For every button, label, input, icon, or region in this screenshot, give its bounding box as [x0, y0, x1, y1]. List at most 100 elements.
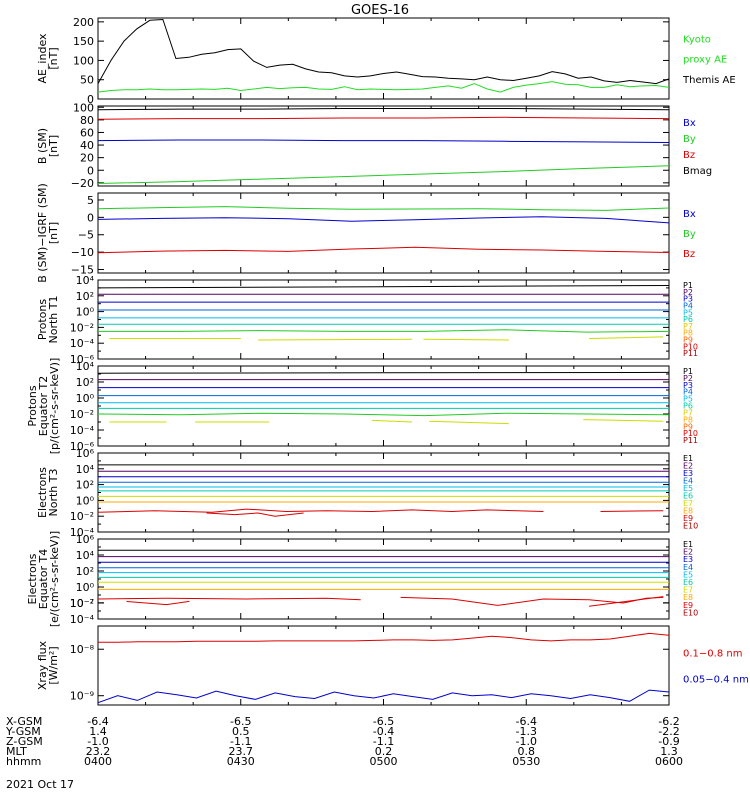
y-axis-label: Xray flux	[36, 640, 49, 690]
legend-item: 0.1−0.8 nm	[683, 648, 742, 659]
series-p8-segment	[423, 338, 510, 341]
y-tick-label: −20	[71, 177, 94, 190]
y-tick-label: 5	[87, 194, 94, 207]
y-tick-label: 50	[80, 74, 94, 87]
y-tick-label: −5	[78, 229, 94, 242]
y-tick-label: 10⁻⁶	[70, 440, 95, 453]
series-bmag-line	[97, 108, 670, 111]
y-tick-label: 150	[73, 35, 94, 48]
legend-item: E1	[683, 540, 693, 549]
chart-title: GOES-16	[351, 3, 409, 18]
legend-item: E6	[683, 578, 693, 587]
legend-item: proxy AE	[683, 55, 727, 66]
legend-item: E8	[683, 593, 693, 602]
legend-item: P7	[683, 322, 693, 331]
y-axis-label: [e/(cm²-s-sr-keV)]	[48, 531, 61, 627]
y-axis-label: Electrons	[26, 553, 39, 604]
y-tick-label: 10⁻⁶	[70, 353, 95, 366]
series-0-1-0-8-nm-line	[98, 632, 670, 643]
y-tick-label: 10⁻⁴	[70, 424, 95, 437]
series-e9-segment	[600, 510, 664, 512]
x-row-label: X-GSM	[6, 715, 42, 728]
series-e9-segment	[589, 596, 664, 607]
legend-item: P2	[683, 374, 693, 383]
y-tick-label: 10⁻²	[70, 597, 94, 610]
legend-item: E3	[683, 469, 693, 478]
series-bz-line	[97, 116, 670, 120]
y-tick-label: 10⁴	[76, 463, 95, 476]
y-tick-label: 60	[80, 126, 94, 139]
y-axis-label: B (SM)	[36, 128, 49, 164]
x-row-value: -1.0	[87, 735, 108, 748]
legend-item: P6	[683, 315, 693, 324]
legend-item: P3	[683, 381, 693, 390]
legend-item: E2	[683, 462, 693, 471]
legend-item: E9	[683, 601, 693, 610]
y-tick-label: 100	[73, 54, 94, 67]
legend-item: P3	[683, 295, 693, 304]
legend-item: E1	[683, 454, 693, 463]
legend-item: Bx	[683, 209, 696, 220]
legend-item: P2	[683, 288, 693, 297]
x-row-value: 1.3	[660, 745, 678, 758]
series-e9-segment	[126, 600, 190, 606]
panel-8: 10⁻⁹ 10⁻⁸ 10⁻⁷ Xray flux[W/m²] 0.1−0.8 nm 0.0…	[36, 597, 749, 706]
series-e9-segment	[97, 597, 361, 601]
panel-3: −15 −10 −5 0 5 B (SM)−IGRF (SM)[nT] Bx By Bz	[36, 183, 696, 283]
y-tick-label: 10²	[76, 565, 94, 578]
x-row-value: 0.8	[518, 745, 536, 758]
legend-item: E5	[683, 570, 693, 579]
x-row-value: 0430	[227, 755, 255, 768]
series-kyoto-proxy-ae-line	[97, 81, 670, 93]
x-row-value: -1.3	[516, 725, 537, 738]
series-by-line	[97, 206, 670, 211]
y-tick-label: 10²	[76, 376, 94, 389]
legend-item: P11	[683, 436, 698, 445]
y-axis-label: Protons	[36, 299, 49, 340]
y-axis-label: [p/(cm²-s-sr-keV)]	[48, 358, 61, 455]
y-axis-label: [nT]	[47, 135, 60, 157]
y-tick-label: 10²	[76, 479, 94, 492]
series-bx-line	[97, 139, 670, 143]
y-tick-label: 20	[80, 152, 94, 165]
legend-item: P4	[683, 388, 693, 397]
y-tick-label: 0	[87, 164, 94, 177]
y-tick-label: 10²	[76, 290, 94, 303]
date-label: 2021 Oct 17	[6, 778, 74, 791]
y-tick-label: 10⁻⁴	[70, 526, 95, 539]
legend-item: P5	[683, 308, 693, 317]
legend-item: E9	[683, 514, 693, 523]
legend-item: Themis AE	[682, 75, 736, 86]
legend-item: By	[683, 134, 696, 145]
x-row-label: Y-GSM	[5, 725, 41, 738]
x-row-label: Z-GSM	[6, 735, 43, 748]
x-row-value: 23.2	[86, 745, 111, 758]
y-tick-label: 10⁻²	[70, 321, 94, 334]
legend-item: P4	[683, 301, 693, 310]
y-tick-label: 10⁻⁷	[70, 597, 94, 610]
x-row-label: hhmm	[6, 755, 41, 768]
panel-frame	[97, 365, 670, 447]
x-row-value: 0.5	[232, 725, 250, 738]
legend-item: E3	[683, 555, 693, 564]
x-row-value: -2.2	[658, 725, 679, 738]
x-row-value: -1.1	[373, 735, 394, 748]
y-axis-label: Protons	[26, 385, 39, 426]
x-row-value: -1.1	[230, 735, 251, 748]
legend-item: E7	[683, 586, 693, 595]
x-row-value: -6.4	[87, 715, 108, 728]
x-row-value: 0600	[655, 755, 683, 768]
panel-frame	[97, 538, 670, 620]
legend-item: P1	[683, 367, 693, 376]
y-tick-label: −10	[71, 246, 94, 259]
y-axis-label: Equator T2	[37, 376, 50, 436]
y-tick-label: 10⁻⁴	[70, 613, 95, 626]
x-row-value: -6.5	[230, 715, 251, 728]
series-by-line	[97, 165, 670, 184]
legend-item: Bx	[683, 118, 696, 129]
